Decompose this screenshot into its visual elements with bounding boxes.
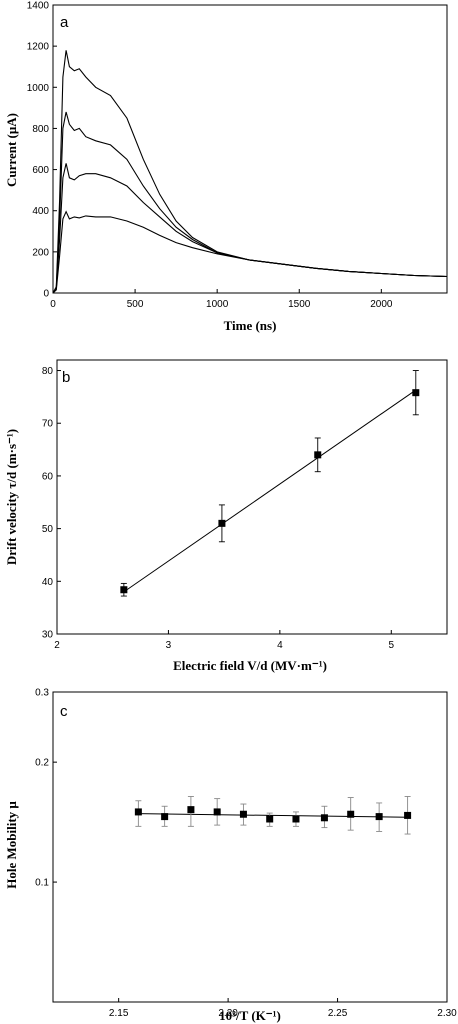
c-fit-line <box>138 813 408 818</box>
b-data-point <box>412 389 420 397</box>
a-series-line-4 <box>52 210 448 294</box>
panel-a: a 0 200 400 600 800 1000 1200 1400 0 500 1000 1500… <box>4 1 448 333</box>
panel-a-xlabel: Time (ns) <box>224 318 277 333</box>
c-xtick-label: 2.15 <box>109 1008 129 1019</box>
b-data-point <box>120 586 128 594</box>
c-xtick-label: 2.20 <box>218 1008 238 1019</box>
panel-b-letter: b <box>62 369 70 386</box>
c-ytick-label: 0.1 <box>35 878 49 889</box>
c-data-point <box>266 815 274 823</box>
a-xtick-label: 500 <box>127 299 144 310</box>
a-xtick-label: 1000 <box>206 299 229 310</box>
panel-a-letter: a <box>60 14 69 31</box>
c-data-point <box>404 811 412 819</box>
a-series-line-1 <box>52 50 448 294</box>
c-xtick-label: 2.25 <box>328 1008 348 1019</box>
b-xtick-label: 3 <box>166 640 172 651</box>
a-ytick-label: 200 <box>32 247 49 258</box>
c-data-point <box>292 815 300 823</box>
panel-b-frame <box>56 359 448 635</box>
panel-b: b 30 40 50 60 70 80 2 3 4 5 Electric field V/d (… <box>4 359 448 673</box>
panel-a-ylabel: Current (μA) <box>4 113 19 187</box>
b-xtick-label: 4 <box>277 640 283 651</box>
c-data-point <box>213 808 221 816</box>
panel-c-xlabel: 10³/T (K⁻¹) <box>219 1008 281 1023</box>
b-ytick-label: 40 <box>42 577 54 588</box>
c-data-point <box>161 813 169 821</box>
panel-c: c 0.1 0.2 0.3 2.15 2.20 2.25 2.30 10³/T (K⁻¹)… <box>4 688 457 1024</box>
a-xtick-label: 0 <box>50 299 56 310</box>
a-ytick-label: 1400 <box>27 1 50 12</box>
panel-b-ylabel: Drift velocity τ/d (m·s⁻¹) <box>4 429 19 565</box>
a-ytick-label: 0 <box>43 289 49 300</box>
b-xtick-label: 5 <box>389 640 395 651</box>
a-ytick-label: 1200 <box>27 42 50 53</box>
b-fit-line <box>123 389 417 593</box>
b-ytick-label: 60 <box>42 471 54 482</box>
b-ytick-label: 80 <box>42 366 54 377</box>
c-data-point <box>347 810 355 818</box>
c-data-point <box>134 808 142 816</box>
a-xtick-label: 2000 <box>370 299 393 310</box>
panel-c-frame <box>52 691 448 1003</box>
c-xtick-label: 2.30 <box>437 1008 457 1019</box>
panel-c-ylabel: Hole Mobility μ <box>4 801 19 889</box>
a-ytick-label: 1000 <box>27 83 50 94</box>
a-ytick-label: 800 <box>32 124 49 135</box>
b-xtick-label: 2 <box>54 640 60 651</box>
a-ytick-label: 400 <box>32 206 49 217</box>
b-data-point <box>218 519 226 527</box>
a-series-line-2 <box>52 111 448 294</box>
c-data-point <box>187 806 195 814</box>
c-ytick-label: 0.2 <box>35 758 49 769</box>
b-ytick-label: 30 <box>42 630 54 641</box>
b-data-point <box>314 451 322 459</box>
c-data-point <box>320 814 328 822</box>
a-xtick-label: 1500 <box>288 299 311 310</box>
c-data-point <box>375 813 383 821</box>
c-ytick-label: 0.3 <box>35 688 49 699</box>
a-ytick-label: 600 <box>32 165 49 176</box>
panel-b-xlabel: Electric field V/d (MV·m⁻¹) <box>173 658 327 673</box>
b-ytick-label: 50 <box>42 524 54 535</box>
c-data-point <box>239 810 247 818</box>
panel-a-frame <box>52 4 448 294</box>
b-ytick-label: 70 <box>42 419 54 430</box>
panel-c-letter: c <box>60 703 68 720</box>
